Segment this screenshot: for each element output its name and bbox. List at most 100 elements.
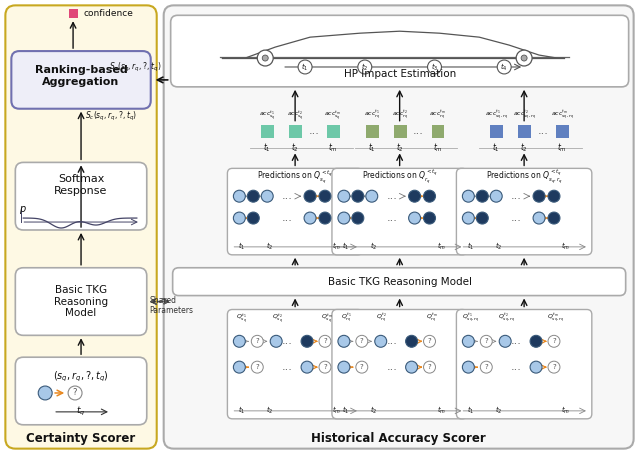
Circle shape: [352, 212, 364, 224]
Circle shape: [462, 335, 474, 347]
Text: $t_1$: $t_1$: [263, 142, 271, 154]
Text: ...: ...: [413, 126, 424, 136]
Circle shape: [257, 50, 273, 66]
Text: $t_m$: $t_m$: [332, 241, 342, 253]
Text: $t_2$: $t_2$: [495, 241, 502, 253]
Circle shape: [234, 335, 245, 347]
Circle shape: [490, 190, 502, 202]
Circle shape: [352, 190, 364, 202]
Circle shape: [375, 335, 387, 347]
Circle shape: [424, 361, 435, 373]
Text: $t_1$: $t_1$: [467, 405, 474, 416]
Circle shape: [234, 361, 245, 373]
Circle shape: [358, 60, 372, 74]
Text: $t_2$: $t_2$: [266, 405, 273, 416]
Text: ...: ...: [282, 362, 292, 372]
Text: $t_2$: $t_2$: [361, 61, 369, 73]
Circle shape: [476, 190, 488, 202]
Circle shape: [516, 50, 532, 66]
Text: $t_1$: $t_1$: [467, 241, 474, 253]
Text: $acc_{r_q}^{t_m}$: $acc_{r_q}^{t_m}$: [429, 108, 446, 121]
FancyBboxPatch shape: [490, 125, 503, 137]
Text: ?: ?: [323, 364, 327, 370]
Circle shape: [408, 190, 420, 202]
Circle shape: [548, 212, 560, 224]
FancyBboxPatch shape: [15, 357, 147, 425]
Text: $p$: $p$: [19, 204, 27, 216]
FancyBboxPatch shape: [173, 268, 626, 296]
Circle shape: [319, 361, 331, 373]
Circle shape: [270, 335, 282, 347]
Circle shape: [406, 361, 417, 373]
FancyBboxPatch shape: [394, 125, 406, 137]
Circle shape: [338, 335, 350, 347]
Circle shape: [428, 60, 442, 74]
Text: ?: ?: [255, 339, 259, 344]
Circle shape: [252, 361, 263, 373]
Text: $t_1$: $t_1$: [368, 142, 376, 154]
Text: $Q_{s_q,r_q}^{t_1}$: $Q_{s_q,r_q}^{t_1}$: [462, 312, 479, 325]
Text: $Q_{s_q,r_q}^{t_m}$: $Q_{s_q,r_q}^{t_m}$: [547, 312, 564, 325]
Text: ?: ?: [552, 339, 556, 344]
Text: $t_q$: $t_q$: [76, 405, 86, 419]
Text: $t_1$: $t_1$: [237, 405, 245, 416]
Circle shape: [476, 212, 488, 224]
Circle shape: [298, 60, 312, 74]
Circle shape: [424, 190, 435, 202]
Circle shape: [338, 212, 350, 224]
Circle shape: [304, 190, 316, 202]
FancyBboxPatch shape: [556, 125, 569, 137]
Circle shape: [548, 361, 560, 373]
FancyBboxPatch shape: [518, 125, 531, 137]
Text: $S_c(s_q,r_q,?,t_q)$: $S_c(s_q,r_q,?,t_q)$: [85, 110, 137, 123]
Circle shape: [247, 212, 259, 224]
FancyBboxPatch shape: [15, 268, 147, 335]
Text: ...: ...: [387, 191, 397, 201]
Circle shape: [319, 335, 331, 347]
Circle shape: [533, 190, 545, 202]
Text: $Q_{r_q}^{t_2}$: $Q_{r_q}^{t_2}$: [376, 312, 387, 325]
Text: $t_2$: $t_2$: [370, 405, 378, 416]
Text: $acc_{s_q,r_q}^{t_m}$: $acc_{s_q,r_q}^{t_m}$: [550, 108, 573, 121]
Text: $(s_q,r_q,?,t_q)$: $(s_q,r_q,?,t_q)$: [53, 370, 109, 384]
Text: ?: ?: [428, 339, 431, 344]
Circle shape: [406, 335, 417, 347]
FancyBboxPatch shape: [164, 5, 634, 449]
Circle shape: [462, 361, 474, 373]
Circle shape: [548, 190, 560, 202]
Circle shape: [319, 212, 331, 224]
Text: $t_1$: $t_1$: [492, 142, 500, 154]
FancyBboxPatch shape: [289, 125, 302, 137]
Circle shape: [234, 212, 245, 224]
Text: Predictions on $Q_{r_q}^{<t_q}$: Predictions on $Q_{r_q}^{<t_q}$: [362, 168, 438, 187]
Text: ?: ?: [484, 364, 488, 370]
Text: ?: ?: [552, 364, 556, 370]
Text: $Q_{r_q}^{t_m}$: $Q_{r_q}^{t_m}$: [426, 312, 437, 325]
FancyBboxPatch shape: [171, 15, 628, 87]
Text: ?: ?: [360, 339, 364, 344]
Text: ...: ...: [282, 336, 292, 346]
Circle shape: [319, 190, 331, 202]
Text: $t_m$: $t_m$: [437, 241, 446, 253]
Text: ...: ...: [511, 336, 522, 346]
Text: $S_a(s_q,r_q,?,t_q)$: $S_a(s_q,r_q,?,t_q)$: [109, 61, 162, 74]
Text: $Q_{r_q}^{t_1}$: $Q_{r_q}^{t_1}$: [340, 312, 351, 325]
FancyBboxPatch shape: [456, 168, 592, 255]
FancyBboxPatch shape: [431, 125, 444, 137]
Text: $t_m$: $t_m$: [328, 142, 338, 154]
Circle shape: [533, 212, 545, 224]
Circle shape: [408, 212, 420, 224]
Circle shape: [480, 361, 492, 373]
Text: $t_m$: $t_m$: [561, 405, 570, 416]
Text: $acc_{s_q}^{t_1}$: $acc_{s_q}^{t_1}$: [259, 109, 276, 121]
Text: ?: ?: [484, 339, 488, 344]
FancyBboxPatch shape: [227, 168, 363, 255]
Text: $Q_{s_q}^{t_2}$: $Q_{s_q}^{t_2}$: [272, 312, 283, 325]
Text: Certainty Scorer: Certainty Scorer: [26, 432, 136, 445]
Text: $acc_{r_q}^{t_2}$: $acc_{r_q}^{t_2}$: [392, 108, 408, 121]
Circle shape: [234, 190, 245, 202]
Text: Basic TKG
Reasoning
Model: Basic TKG Reasoning Model: [54, 285, 108, 318]
Circle shape: [68, 386, 82, 400]
Text: $t_2$: $t_2$: [396, 142, 404, 154]
Circle shape: [338, 190, 350, 202]
